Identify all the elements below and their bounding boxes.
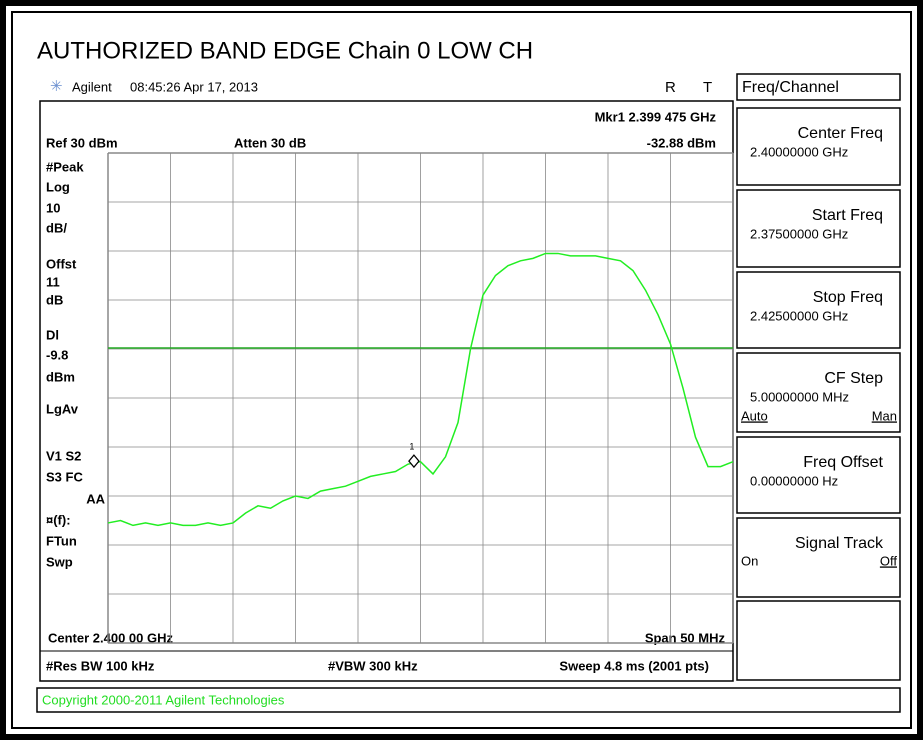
trace — [107, 252, 734, 527]
softkey[interactable] — [736, 436, 901, 514]
span: Span 50 MHz — [645, 630, 726, 645]
softkey[interactable] — [736, 189, 901, 268]
side-label: Offst — [46, 256, 77, 271]
sweep: Sweep 4.8 ms (2001 pts) — [559, 658, 709, 673]
menu-title-box — [736, 73, 901, 101]
side-label: Swp — [46, 554, 73, 569]
softkey-option[interactable]: On — [741, 553, 758, 568]
softkey-value: 2.42500000 GHz — [750, 308, 848, 323]
softkey[interactable] — [736, 271, 901, 349]
softkey-label: Stop Freq — [813, 289, 883, 306]
softkey-label: Freq Offset — [803, 454, 883, 471]
softkey-value: 2.37500000 GHz — [750, 226, 848, 241]
softkey-option[interactable]: Auto — [741, 408, 768, 423]
title: AUTHORIZED BAND EDGE Chain 0 LOW CH — [37, 37, 533, 64]
side-label: S3 FC — [46, 469, 83, 484]
softkey-value: 2.40000000 GHz — [750, 144, 848, 159]
softkey-label: Center Freq — [798, 125, 883, 142]
side-label: V1 S2 — [46, 448, 81, 463]
side-label: AA — [86, 491, 105, 506]
menu-title: Freq/Channel — [742, 79, 839, 96]
side-label: #Peak — [46, 159, 84, 174]
marker-label: Mkr1 2.399 475 GHz — [595, 109, 717, 124]
side-label: 11 — [46, 274, 60, 289]
softkey[interactable] — [736, 107, 901, 186]
copyright: Copyright 2000-2011 Agilent Technologies — [42, 692, 285, 707]
side-label: dBm — [46, 369, 75, 384]
side-label: dB/ — [46, 220, 67, 235]
status-bar — [36, 687, 901, 713]
datetime: 08:45:26 Apr 17, 2013 — [130, 79, 258, 94]
side-label: Dl — [46, 327, 59, 342]
softkey-value: 0.00000000 Hz — [750, 473, 838, 488]
ref-level: Ref 30 dBm — [46, 135, 118, 150]
softkey-label: CF Step — [824, 370, 883, 387]
softkey[interactable] — [736, 352, 901, 433]
softkey[interactable] — [736, 517, 901, 598]
rbw: #Res BW 100 kHz — [46, 658, 155, 673]
softkey-value: 5.00000000 MHz — [750, 389, 849, 404]
vbw: #VBW 300 kHz — [328, 658, 418, 673]
side-label: FTun — [46, 533, 77, 548]
side-label: ¤(f): — [46, 512, 71, 527]
side-label: -9.8 — [46, 347, 68, 362]
flag: R — [665, 79, 676, 96]
marker-number: 1 — [409, 441, 414, 451]
logo: ✳ — [50, 78, 63, 95]
side-label: LgAv — [46, 401, 79, 416]
side-label: dB — [46, 292, 63, 307]
softkey-label: Signal Track — [795, 535, 884, 552]
marker-level: -32.88 dBm — [647, 135, 716, 150]
inner-frame — [11, 11, 912, 729]
side-label: 10 — [46, 200, 60, 215]
center-freq: Center 2.400 00 GHz — [48, 630, 174, 645]
softkey-option[interactable]: Man — [872, 408, 897, 423]
brand: Agilent — [72, 79, 112, 94]
softkey-label: Start Freq — [812, 207, 883, 224]
softkey[interactable] — [736, 600, 901, 681]
side-label: Log — [46, 179, 70, 194]
softkey-option[interactable]: Off — [880, 553, 897, 568]
flag: T — [703, 79, 712, 96]
attenuation: Atten 30 dB — [234, 135, 306, 150]
marker — [408, 454, 420, 469]
